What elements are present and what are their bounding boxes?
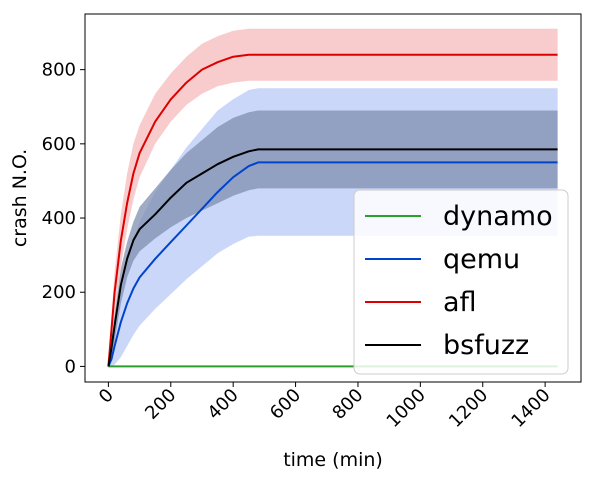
band-afl xyxy=(108,28,558,367)
y-axis-ticks: 0 200 400 600 800 xyxy=(42,60,85,377)
y-tick-label: 800 xyxy=(42,60,76,81)
y-axis-label: crash N.O. xyxy=(9,149,31,247)
legend-label-qemu: qemu xyxy=(443,244,520,275)
y-tick-label: 400 xyxy=(42,208,76,229)
line-afl xyxy=(107,53,558,367)
legend: dynamo qemu afl bsfuzz xyxy=(353,189,569,375)
line-bsfuzz xyxy=(107,148,558,367)
legend-label-dynamo: dynamo xyxy=(443,201,553,232)
y-tick-label: 0 xyxy=(65,356,76,377)
x-axis-label: time (min) xyxy=(283,449,383,471)
series-lines xyxy=(107,53,558,368)
legend-box xyxy=(353,189,569,375)
legend-label-afl: afl xyxy=(443,287,477,318)
band-bsfuzz xyxy=(108,110,558,367)
y-tick-label: 200 xyxy=(42,282,76,303)
legend-label-bsfuzz: bsfuzz xyxy=(443,330,529,361)
plot-frame xyxy=(84,13,582,383)
line-qemu xyxy=(107,161,558,367)
y-tick-label: 600 xyxy=(42,134,76,155)
confidence-bands xyxy=(108,28,558,367)
